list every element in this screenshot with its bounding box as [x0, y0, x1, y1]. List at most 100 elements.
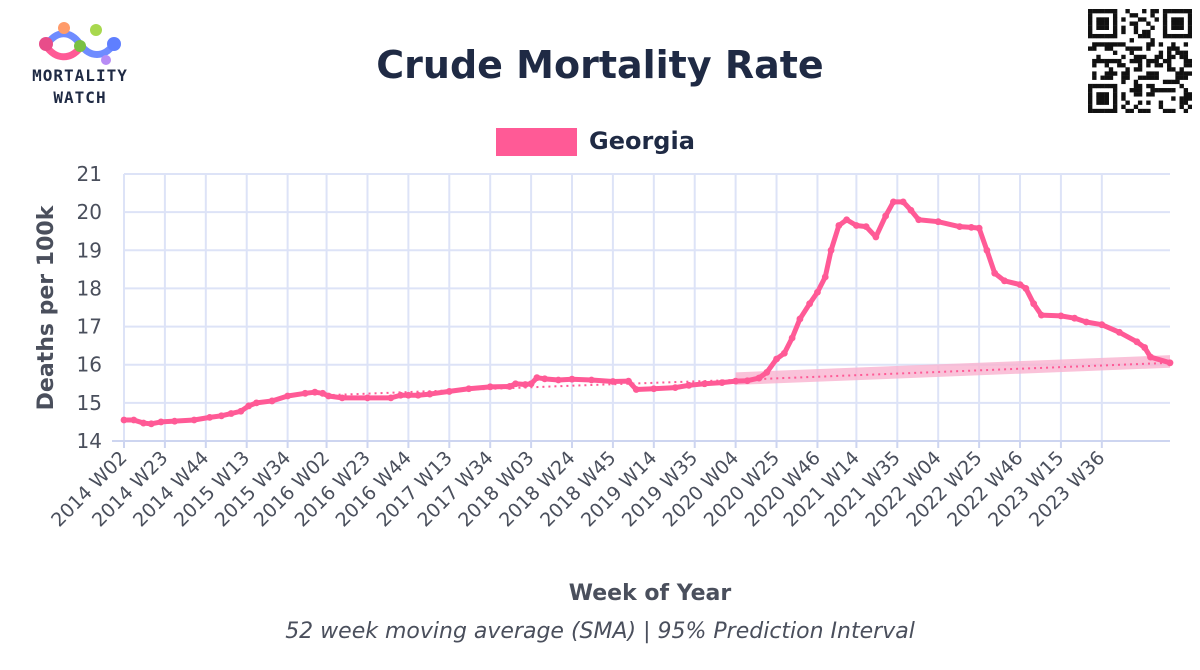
- qr-code[interactable]: [1088, 9, 1192, 113]
- qr-module: [1162, 25, 1168, 30]
- qr-module: [1162, 9, 1168, 14]
- qr-module: [1092, 9, 1097, 14]
- qr-module: [1121, 54, 1126, 60]
- qr-module: [1179, 83, 1184, 89]
- data-point: [788, 334, 796, 342]
- qr-module: [1088, 100, 1093, 105]
- qr-module: [1179, 25, 1184, 30]
- qr-module: [1158, 104, 1164, 110]
- qr-module: [1133, 104, 1139, 110]
- data-point: [227, 410, 235, 417]
- qr-module: [1092, 46, 1097, 51]
- data-point: [975, 224, 983, 232]
- qr-module: [1100, 100, 1105, 105]
- qr-module: [1175, 21, 1180, 26]
- data-point: [827, 246, 835, 254]
- qr-module: [1154, 58, 1159, 64]
- data-point: [426, 390, 434, 398]
- data-point: [147, 420, 155, 428]
- data-point: [1001, 277, 1008, 285]
- qr-module: [1187, 71, 1192, 76]
- qr-module: [1150, 75, 1155, 80]
- qr-module: [1100, 58, 1105, 64]
- qr-module: [1137, 33, 1143, 39]
- qr-module: [1125, 100, 1130, 105]
- data-point: [387, 394, 395, 402]
- qr-module: [1179, 17, 1184, 22]
- qr-module: [1187, 13, 1192, 18]
- qr-module: [1150, 13, 1155, 18]
- qr-module: [1108, 67, 1114, 72]
- qr-module: [1154, 71, 1159, 76]
- qr-module: [1167, 58, 1172, 64]
- logo-text-line1: MORTALITY: [32, 66, 128, 85]
- qr-module: [1096, 92, 1101, 97]
- qr-module: [1167, 33, 1172, 39]
- data-point: [512, 380, 519, 388]
- qr-module: [1112, 29, 1118, 35]
- mortality-watch-logo[interactable]: MORTALITY WATCH: [18, 20, 142, 112]
- data-point: [338, 394, 346, 402]
- qr-module: [1146, 42, 1151, 47]
- qr-module: [1154, 54, 1159, 60]
- qr-module: [1096, 42, 1101, 47]
- data-point: [907, 206, 915, 214]
- data-point: [140, 419, 147, 427]
- legend[interactable]: Georgia: [496, 127, 695, 156]
- qr-module: [1112, 21, 1118, 26]
- qr-module: [1104, 46, 1109, 51]
- qr-module: [1167, 108, 1172, 113]
- qr-module: [1167, 54, 1172, 60]
- qr-module: [1096, 25, 1101, 30]
- qr-module: [1150, 83, 1155, 89]
- qr-module: [1104, 42, 1109, 47]
- qr-module: [1175, 46, 1180, 51]
- qr-module: [1150, 88, 1155, 93]
- qr-module: [1137, 83, 1143, 89]
- data-point: [755, 374, 763, 382]
- qr-module: [1133, 54, 1139, 60]
- qr-module: [1137, 92, 1143, 97]
- qr-module: [1179, 96, 1184, 101]
- qr-module: [1088, 29, 1093, 35]
- qr-module: [1171, 33, 1176, 39]
- qr-module: [1088, 92, 1093, 97]
- qr-module: [1100, 75, 1105, 80]
- data-point: [533, 374, 541, 382]
- logo-text-line2: WATCH: [53, 88, 107, 107]
- qr-module: [1117, 58, 1122, 64]
- qr-module: [1096, 108, 1101, 113]
- qr-module: [1121, 71, 1126, 76]
- qr-module: [1088, 33, 1093, 39]
- data-point: [541, 375, 549, 383]
- data-point: [284, 392, 292, 400]
- chart-title: Crude Mortality Rate: [376, 43, 823, 87]
- qr-module: [1096, 17, 1101, 22]
- data-point: [862, 223, 870, 231]
- qr-module: [1187, 21, 1192, 26]
- qr-module: [1137, 63, 1143, 68]
- qr-module: [1142, 9, 1147, 14]
- data-point: [967, 224, 975, 231]
- data-point: [1115, 328, 1123, 336]
- data-point: [1082, 318, 1090, 326]
- data-point: [506, 383, 514, 390]
- qr-module: [1187, 33, 1192, 39]
- qr-module: [1158, 100, 1164, 105]
- qr-module: [1129, 88, 1134, 93]
- qr-module: [1183, 88, 1189, 93]
- qr-module: [1100, 17, 1105, 22]
- qr-module: [1108, 58, 1114, 64]
- qr-module: [1146, 58, 1151, 64]
- qr-module: [1104, 75, 1109, 80]
- qr-module: [1179, 100, 1184, 105]
- qr-module: [1146, 21, 1151, 26]
- data-point: [743, 377, 751, 385]
- data-point: [311, 388, 319, 396]
- qr-module: [1108, 83, 1114, 89]
- data-point: [414, 391, 422, 399]
- qr-module: [1142, 29, 1147, 35]
- qr-module: [1154, 75, 1159, 80]
- data-point: [465, 385, 473, 393]
